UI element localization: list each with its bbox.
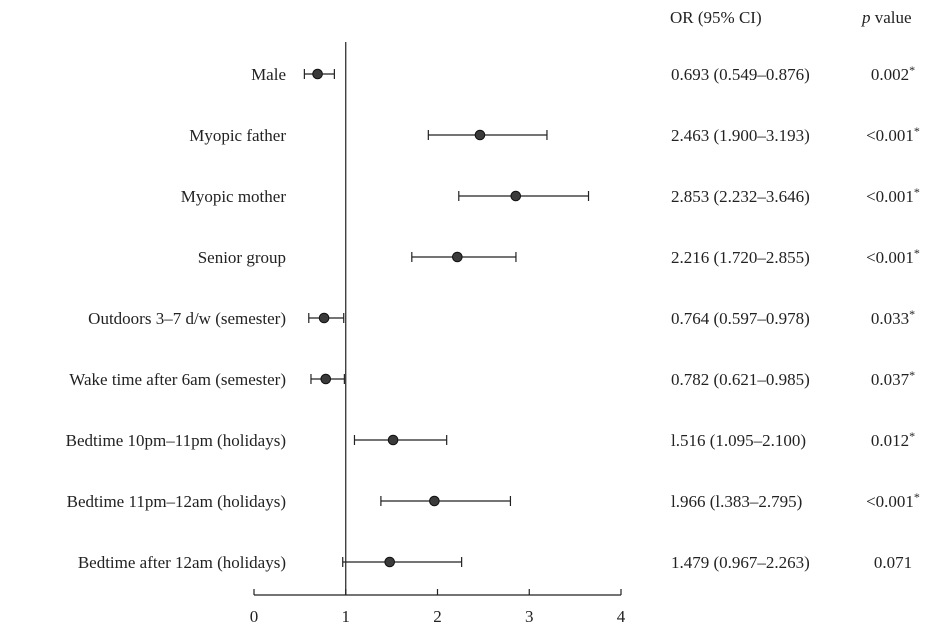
p-value: 0.071 [874, 553, 912, 572]
p-value: 0.033* [871, 307, 915, 328]
row-label: Myopic mother [181, 187, 287, 206]
or-point [312, 68, 323, 80]
or-point [387, 434, 399, 446]
row-label: Outdoors 3–7 d/w (semester) [88, 309, 286, 328]
or-point [452, 251, 463, 263]
or-point [320, 373, 332, 385]
or-ci-value: l.966 (l.383–2.795) [671, 492, 802, 511]
x-tick-label: 2 [433, 607, 442, 626]
row-label: Myopic father [189, 126, 286, 145]
or-point [510, 190, 522, 202]
x-tick-label: 4 [617, 607, 626, 626]
or-ci-value: 2.463 (1.900–3.193) [671, 126, 810, 145]
or-point [318, 312, 330, 324]
or-ci-value: 2.216 (1.720–2.855) [671, 248, 810, 267]
or-ci-value: 0.693 (0.549–0.876) [671, 65, 810, 84]
row-label: Senior group [198, 248, 286, 267]
p-value: <0.001* [866, 124, 920, 145]
or-point [384, 556, 395, 568]
p-value-word: value [870, 8, 912, 27]
row-label: Male [251, 65, 286, 84]
x-tick-label: 3 [525, 607, 534, 626]
or-ci-value: l.516 (1.095–2.100) [671, 431, 806, 450]
p-value: 0.037* [871, 368, 915, 389]
or-point [429, 495, 440, 507]
p-value: 0.002* [871, 63, 915, 84]
or-ci-value: 2.853 (2.232–3.646) [671, 187, 810, 206]
p-value: <0.001* [866, 490, 920, 511]
row-label: Bedtime 11pm–12am (holidays) [67, 492, 286, 511]
or-column-header: OR (95% CI) [670, 8, 762, 27]
x-tick-label: 0 [250, 607, 259, 626]
p-symbol: p [862, 8, 871, 27]
p-value: <0.001* [866, 246, 920, 267]
p-value: 0.012* [871, 429, 915, 450]
row-label: Bedtime after 12am (holidays) [78, 553, 286, 572]
or-ci-value: 0.764 (0.597–0.978) [671, 309, 810, 328]
or-ci-value: 0.782 (0.621–0.985) [671, 370, 810, 389]
x-tick-label: 1 [342, 607, 351, 626]
p-value: <0.001* [866, 185, 920, 206]
p-value-column-header: p value [862, 8, 912, 28]
or-point [474, 129, 486, 141]
or-ci-value: 1.479 (0.967–2.263) [671, 553, 810, 572]
row-label: Wake time after 6am (semester) [69, 370, 286, 389]
row-label: Bedtime 10pm–11pm (holidays) [66, 431, 286, 450]
